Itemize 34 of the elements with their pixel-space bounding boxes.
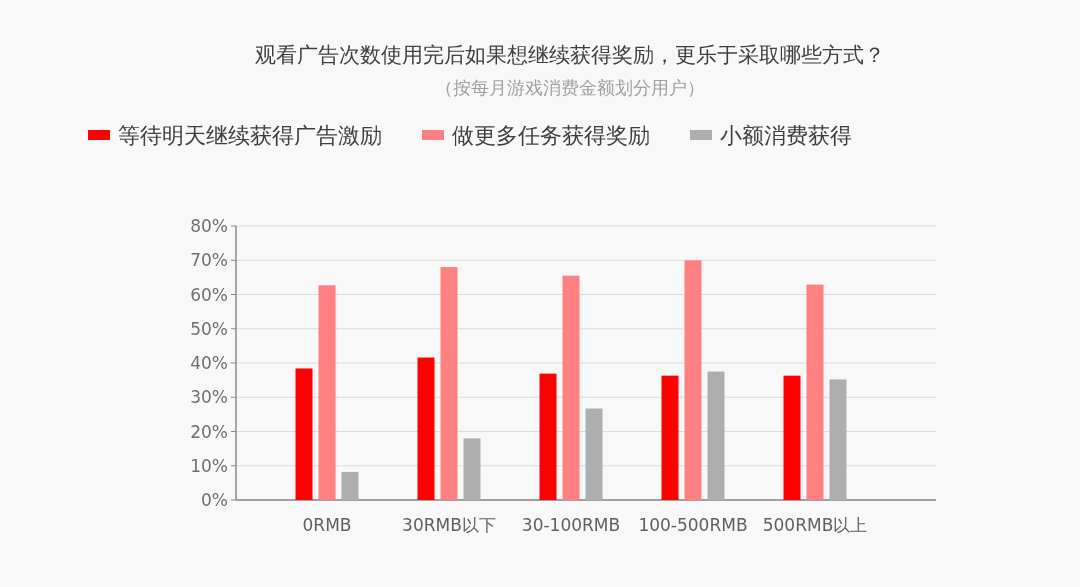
y-tick-label: 80%: [190, 216, 228, 236]
bar: [585, 408, 603, 500]
x-tick-label: 500RMB以上: [762, 515, 868, 535]
y-tick-label: 70%: [190, 250, 228, 271]
bar: [463, 438, 481, 500]
bar: [661, 375, 679, 500]
bar: [684, 260, 702, 500]
chart-title: 观看广告次数使用完后如果想继续获得奖励，更乐于采取哪些方式？: [255, 43, 885, 67]
legend-label: 等待明天继续获得广告激励: [118, 123, 382, 148]
bar: [707, 371, 725, 500]
y-tick-label: 0%: [201, 490, 228, 510]
bar: [341, 471, 359, 500]
bar: [539, 373, 557, 500]
x-tick-label: 30RMB以下: [402, 515, 496, 535]
bar: [417, 357, 435, 500]
y-tick-label: 40%: [190, 353, 228, 373]
y-tick-label: 30%: [190, 387, 228, 408]
bar: [295, 368, 313, 500]
chart-subtitle: （按每月游戏消费金额划分用户）: [435, 77, 705, 98]
y-tick-label: 10%: [190, 455, 228, 476]
legend-label: 小额消费获得: [720, 123, 852, 148]
legend-label: 做更多任务获得奖励: [452, 123, 650, 148]
bar: [783, 375, 801, 500]
y-tick-label: 60%: [190, 284, 228, 305]
x-tick-label: 30-100RMB: [521, 515, 621, 535]
x-tick-label: 0RMB: [302, 515, 352, 535]
y-tick-label: 20%: [190, 421, 228, 442]
bar: [440, 267, 458, 500]
x-tick-label: 100-500RMB: [638, 515, 748, 535]
bar: [829, 379, 847, 500]
bar: [562, 275, 580, 500]
bar: [806, 284, 824, 500]
bar: [318, 285, 336, 500]
y-tick-label: 50%: [190, 318, 228, 339]
